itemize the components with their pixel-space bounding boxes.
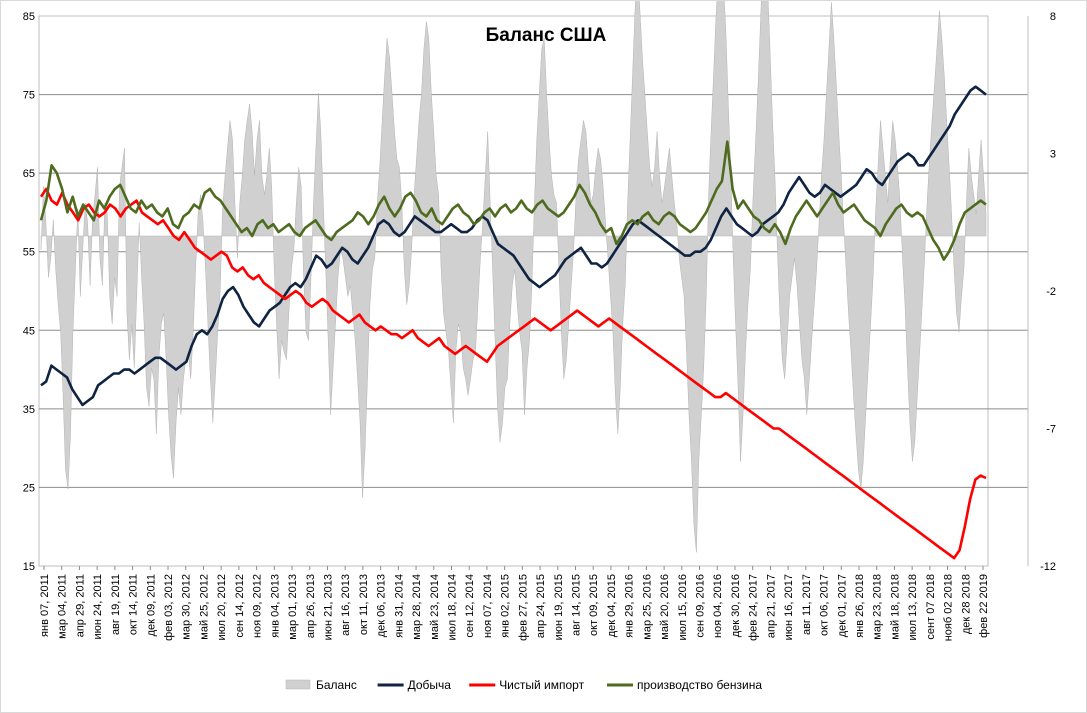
x-tick-label-2: апр 29, 2011 bbox=[74, 574, 86, 637]
x-tick-label-36: июл 15, 2016 bbox=[677, 574, 689, 640]
x-tick-label-0: янв 07, 2011 bbox=[39, 574, 51, 637]
x-tick-label-49: июл 13, 2018 bbox=[907, 574, 919, 640]
left-tick-label-0: 15 bbox=[23, 561, 35, 573]
x-tick-label-48: май 18, 2018 bbox=[889, 574, 901, 640]
legend-label-3: производство бензина bbox=[637, 678, 762, 692]
x-tick-label-30: авг 14, 2015 bbox=[571, 574, 583, 636]
chart-title: Баланс США bbox=[486, 25, 607, 46]
x-tick-label-16: июн 21, 2013 bbox=[322, 574, 334, 640]
series-line-2 bbox=[39, 187, 987, 560]
x-tick-label-50: сент 07 2018 bbox=[925, 574, 937, 640]
x-tick-label-24: сен 12, 2014 bbox=[464, 574, 476, 638]
x-tick-label-21: мар 28, 2014 bbox=[411, 574, 423, 640]
x-tick-label-10: июл 20, 2012 bbox=[216, 574, 228, 640]
x-tick-label-47: мар 23, 2018 bbox=[872, 574, 884, 640]
right-tick-label-1: -7 bbox=[1046, 424, 1056, 436]
legend-label-0: Баланс bbox=[316, 678, 357, 692]
left-tick-label-2: 35 bbox=[23, 404, 35, 416]
x-tick-label-23: июл 18, 2014 bbox=[446, 574, 458, 640]
x-tick-label-11: сен 14, 2012 bbox=[234, 574, 246, 638]
right-tick-label-3: 3 bbox=[1050, 149, 1056, 161]
x-tick-label-4: авг 19, 2011 bbox=[110, 574, 122, 635]
left-tick-label-3: 45 bbox=[23, 325, 35, 337]
legend: Баланс Добыча Чистый импорт производство бе… bbox=[285, 678, 762, 692]
right-tick-label-4: 8 bbox=[1050, 11, 1056, 23]
x-tick-label-40: фев 24, 2017 bbox=[748, 574, 760, 641]
right-tick-label-2: -2 bbox=[1046, 286, 1056, 298]
x-tick-label-51: нояб 02 2018 bbox=[943, 574, 955, 641]
x-tick-label-39: дек 30, 2016 bbox=[730, 574, 742, 637]
x-tick-label-52: дек 28 2018 bbox=[960, 574, 972, 634]
x-tick-label-53: фев 22 2019 bbox=[978, 574, 990, 638]
x-tick-label-22: май 23, 2014 bbox=[429, 574, 441, 640]
left-tick-label-6: 75 bbox=[23, 90, 35, 102]
x-tick-label-12: ноя 09, 2012 bbox=[252, 574, 264, 638]
x-tick-label-33: янв 29, 2016 bbox=[624, 574, 636, 638]
x-tick-label-14: мар 01, 2013 bbox=[287, 574, 299, 640]
x-tick-label-18: окт 11, 2013 bbox=[358, 574, 370, 635]
x-tick-label-25: ноя 07, 2014 bbox=[482, 574, 494, 638]
x-tick-label-46: янв 26, 2018 bbox=[854, 574, 866, 638]
x-tick-label-8: мар 30, 2012 bbox=[181, 574, 193, 640]
x-tick-label-28: апр 24, 2015 bbox=[535, 574, 547, 638]
x-tick-label-43: авг 11, 2017 bbox=[801, 574, 813, 635]
x-tick-label-44: окт 06, 2017 bbox=[819, 574, 831, 636]
x-tick-label-35: май 20, 2016 bbox=[659, 574, 671, 640]
x-tick-label-45: дек 01, 2017 bbox=[836, 574, 848, 637]
x-tick-label-7: фев 03, 2012 bbox=[163, 574, 175, 641]
left-tick-label-4: 55 bbox=[23, 247, 35, 259]
x-tick-label-38: ноя 04, 2016 bbox=[712, 574, 724, 638]
x-tick-label-17: авг 16, 2013 bbox=[340, 574, 352, 636]
left-tick-label-1: 25 bbox=[23, 482, 35, 494]
x-tick-label-13: янв 04, 2013 bbox=[269, 574, 281, 638]
x-tick-label-41: апр 21, 2017 bbox=[765, 574, 777, 638]
x-tick-label-27: фев 27, 2015 bbox=[517, 574, 529, 641]
x-tick-label-1: мар 04, 2011 bbox=[57, 574, 69, 639]
x-tick-label-42: июн 16, 2017 bbox=[783, 574, 795, 640]
series-line-1 bbox=[40, 85, 987, 407]
legend-label-2: Чистый импорт bbox=[499, 678, 584, 692]
x-tick-label-37: сен 09, 2016 bbox=[695, 574, 707, 638]
right-tick-label-0: -12 bbox=[1040, 561, 1056, 573]
x-tick-label-26: янв 02, 2015 bbox=[500, 574, 512, 638]
legend-swatch-0 bbox=[285, 679, 311, 690]
legend-label-1: Добыча bbox=[408, 678, 452, 692]
x-tick-label-29: июн 19, 2015 bbox=[553, 574, 565, 640]
x-tick-label-3: июн 24, 2011 bbox=[92, 574, 104, 640]
x-tick-label-15: апр 26, 2013 bbox=[305, 574, 317, 638]
x-tick-label-32: дек 04, 2015 bbox=[606, 574, 618, 637]
series-line-3 bbox=[39, 140, 987, 261]
x-tick-label-6: дек 09, 2011 bbox=[145, 574, 157, 636]
x-tick-label-9: май 25, 2012 bbox=[198, 574, 210, 640]
x-tick-label-5: окт 14, 2011 bbox=[128, 574, 140, 635]
x-tick-label-34: мар 25, 2016 bbox=[641, 574, 653, 640]
x-tick-label-31: окт 09, 2015 bbox=[588, 574, 600, 636]
left-tick-label-7: 85 bbox=[23, 11, 35, 23]
left-tick-label-5: 65 bbox=[23, 168, 35, 180]
x-tick-label-19: дек 06, 2013 bbox=[376, 574, 388, 637]
series-area-balance bbox=[40, 1, 987, 553]
x-tick-label-20: янв 31, 2014 bbox=[393, 574, 405, 638]
